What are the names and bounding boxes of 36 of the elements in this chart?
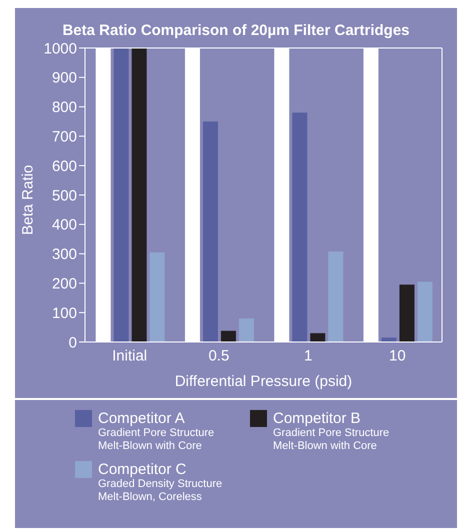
legend-label: Competitor A [98,410,186,427]
y-tick-label: 1000 [44,40,77,58]
text: Gradient Pore Structure Melt-Blown with Core [98,427,216,453]
legend-label: Competitor B [273,410,362,427]
bar [202,122,218,342]
y-tick-label: 800 [52,99,77,116]
y-tick-label: 200 [52,276,77,293]
y-tick-label: 400 [52,216,77,234]
bar [132,48,147,342]
y-axis-title: Beta Ratio [19,164,36,235]
text: Gradient Pore Structure Melt-Blown with Core [273,427,390,453]
y-tick-label: 500 [52,187,77,204]
y-tick-label: 300 [52,246,77,264]
bar [292,112,308,342]
legend-label: Competitor C [98,461,188,478]
bar [328,251,344,342]
y-tick-label: 100 [52,304,77,322]
bar [238,318,254,342]
y-tick-label: 900 [52,70,77,87]
y-tick-label: 0 [68,334,77,352]
bar [220,330,236,342]
bar [399,284,414,342]
bar [150,252,165,342]
chart-title: Beta Ratio Comparison of 20µm Filter Cartridges [61,21,411,39]
x-tick-label: 10 [389,348,406,365]
x-tick-label: Initial [112,348,148,365]
y-tick-label: 600 [52,158,77,175]
x-axis-title: Differential Pressure (psid) [174,373,352,390]
text: Graded Density Structure Melt-Blown, Coreless [98,478,224,504]
bar [114,48,129,342]
bar [381,338,396,342]
y-tick-label: 700 [52,128,77,146]
bar [417,282,432,342]
x-tick-label: 1 [304,348,312,365]
x-tick-label: 0.5 [208,348,230,365]
bar [310,333,326,342]
